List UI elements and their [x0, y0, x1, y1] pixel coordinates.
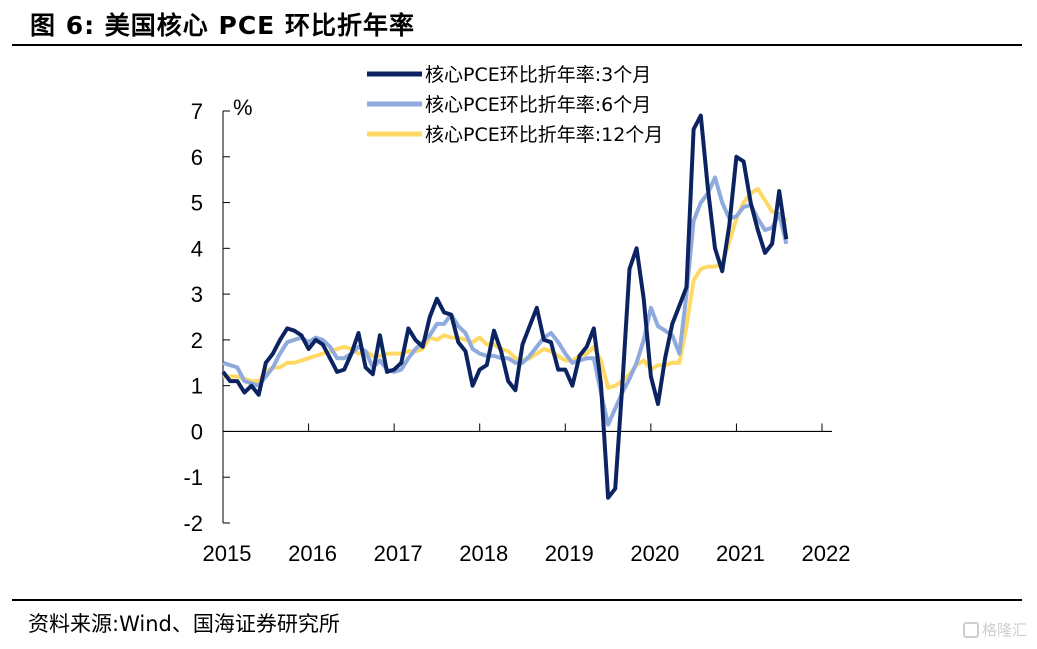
y-tick-label: 2: [191, 328, 203, 353]
x-tick-label: 2021: [716, 541, 765, 566]
series-line-3m: [221, 113, 789, 500]
x-tick-label: 2020: [630, 541, 679, 566]
legend: 核心PCE环比折年率:3个月核心PCE环比折年率:6个月核心PCE环比折年率:1…: [367, 64, 663, 146]
legend-label-12m: 核心PCE环比折年率:12个月: [425, 124, 663, 146]
y-tick-label: 6: [191, 145, 203, 170]
x-tick-label: 2017: [374, 541, 423, 566]
watermark-text: 格隆汇: [982, 621, 1028, 639]
legend-label-3m: 核心PCE环比折年率:3个月: [425, 64, 651, 86]
series-line-6m: [222, 175, 789, 427]
y-tick-label: 0: [191, 419, 203, 444]
y-tick-label: -1: [183, 465, 203, 490]
source-note: 资料来源:Wind、国海证券研究所: [28, 612, 340, 636]
watermark: 格隆汇: [963, 619, 1027, 640]
y-tick-label: 1: [191, 374, 203, 399]
axes: -2 -1 0 1 2 3 4 5 6 7 % 2015 2016 2017 2018 2019 2020 202…: [183, 95, 850, 566]
y-tick-label: 3: [191, 282, 203, 307]
y-tick-label: 5: [191, 191, 203, 216]
x-tick-label: 2015: [203, 541, 252, 566]
series-line-12m: [223, 186, 788, 390]
y-tick-label: 7: [191, 99, 203, 124]
x-tick-label: 2018: [459, 541, 508, 566]
x-tick-label: 2022: [802, 541, 851, 566]
y-tick-label: 4: [191, 236, 203, 261]
series-layer: [221, 113, 789, 500]
line-chart: -2 -1 0 1 2 3 4 5 6 7 % 2015 2016 2017 2018 2019 2020 202…: [183, 64, 850, 566]
chart-title: 图 6: 美国核心 PCE 环比折年率: [30, 11, 415, 40]
x-tick-label: 2016: [288, 541, 337, 566]
legend-label-6m: 核心PCE环比折年率:6个月: [425, 94, 651, 116]
source-divider: [12, 599, 1022, 601]
title-divider: [12, 44, 1022, 46]
x-tick-label: 2019: [545, 541, 594, 566]
watermark-logo-icon: [963, 621, 979, 638]
y-axis-unit-label: %: [233, 95, 253, 120]
y-tick-label: -2: [183, 511, 203, 536]
